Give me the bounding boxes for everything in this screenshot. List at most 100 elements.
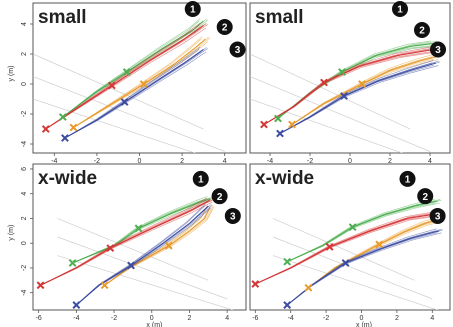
- x-tick-label: 0: [360, 315, 364, 322]
- svg-text:2: 2: [419, 26, 425, 37]
- svg-text:3: 3: [235, 45, 241, 56]
- guide-line: [272, 236, 433, 300]
- panel-title: small: [255, 7, 304, 28]
- x-marker: [340, 92, 348, 100]
- guide-line: [57, 255, 234, 310]
- trajectory-line: [62, 19, 208, 118]
- x-tick-label: 2: [395, 315, 399, 322]
- y-axis-title: y (m): [8, 66, 15, 82]
- x-marker: [164, 241, 173, 250]
- x-tick-label: 0: [348, 158, 352, 165]
- number-badge: 2: [417, 188, 434, 205]
- guide-line: [250, 76, 431, 152]
- trajectory-line: [76, 204, 213, 306]
- x-marker: [283, 301, 292, 309]
- y-tick-label: 0: [21, 241, 28, 245]
- x-tick-label: 2: [388, 158, 392, 165]
- number-badge: 2: [414, 22, 430, 38]
- x-marker: [100, 281, 109, 290]
- x-tick-label: 0: [150, 315, 154, 322]
- trajectory-line: [279, 62, 433, 134]
- number-badge: 1: [184, 1, 201, 17]
- trajectory-line: [291, 56, 433, 125]
- trajectory-line: [64, 48, 208, 139]
- svg-text:1: 1: [405, 174, 411, 185]
- trajectory-line: [45, 27, 207, 130]
- x-tick-label: -4: [288, 315, 294, 322]
- number-badge: 2: [216, 19, 233, 35]
- plot-area: [33, 18, 225, 153]
- x-marker: [106, 244, 115, 253]
- number-badge: 3: [224, 207, 241, 224]
- plot-area: [40, 196, 234, 310]
- x-tick-label: 4: [428, 158, 432, 165]
- trajectory-line: [40, 198, 215, 286]
- y-tick-label: 0: [21, 82, 28, 86]
- number-badge: 1: [192, 170, 209, 187]
- trajectory-line: [72, 196, 208, 264]
- number-badge: 3: [229, 41, 246, 58]
- guide-line: [272, 218, 415, 281]
- x-tick-label: -2: [111, 315, 117, 322]
- trajectory-line: [279, 65, 439, 134]
- x-marker: [338, 68, 346, 76]
- trajectory-line: [40, 201, 213, 286]
- x-marker: [276, 129, 284, 138]
- x-marker: [58, 113, 67, 121]
- x-marker: [375, 240, 384, 249]
- x-marker: [325, 242, 334, 251]
- x-tick-label: -2: [323, 315, 329, 322]
- chart-panel-4: -6 -4 -2 0 2 4x (m)x-wide 123: [249, 163, 451, 327]
- x-marker: [72, 301, 81, 309]
- trajectory-line: [73, 37, 211, 128]
- number-badge: 3: [430, 41, 446, 58]
- number-badge: 1: [392, 1, 408, 17]
- guide-line: [33, 53, 204, 130]
- x-marker: [341, 259, 350, 267]
- trajectory-line: [62, 20, 200, 118]
- y-tick-label: 4: [21, 22, 28, 26]
- panel-title: x-wide: [255, 168, 314, 189]
- x-tick-label: -6: [36, 315, 42, 322]
- svg-text:2: 2: [217, 192, 223, 203]
- y-tick-label: -4: [21, 289, 28, 295]
- x-tick-label: -2: [307, 158, 313, 165]
- guide-line: [33, 98, 196, 153]
- x-marker: [68, 259, 77, 267]
- x-tick-label: 4: [225, 315, 229, 322]
- x-marker: [348, 223, 357, 232]
- trajectory-line: [73, 41, 209, 128]
- x-marker: [36, 281, 45, 290]
- trajectory-line: [40, 199, 207, 286]
- trajectory-line: [64, 49, 200, 139]
- trajectory-line: [73, 38, 202, 128]
- trajectory-line: [72, 198, 207, 264]
- x-marker: [260, 120, 268, 129]
- y-tick-label: 2: [21, 216, 28, 220]
- y-tick-label: -2: [21, 265, 28, 271]
- x-marker: [288, 120, 296, 129]
- trajectory-line: [287, 200, 435, 263]
- svg-text:1: 1: [198, 174, 204, 185]
- svg-text:1: 1: [190, 5, 196, 16]
- x-marker: [120, 98, 129, 106]
- trajectory-line: [291, 55, 441, 125]
- x-marker: [304, 283, 313, 292]
- x-tick-label: -6: [252, 315, 258, 322]
- x-marker: [69, 123, 78, 132]
- trajectory-line: [45, 24, 208, 130]
- y-tick-label: 2: [21, 52, 28, 56]
- trajectory-line: [76, 205, 205, 306]
- x-axis-title: x (m): [356, 322, 372, 327]
- x-tick-label: -4: [51, 158, 57, 165]
- svg-text:3: 3: [435, 45, 441, 56]
- y-tick-label: 4: [21, 192, 28, 196]
- number-badge: 3: [429, 207, 446, 224]
- x-tick-label: 2: [187, 315, 191, 322]
- y-axis-title: y (m): [8, 225, 15, 241]
- guide-line: [57, 218, 209, 281]
